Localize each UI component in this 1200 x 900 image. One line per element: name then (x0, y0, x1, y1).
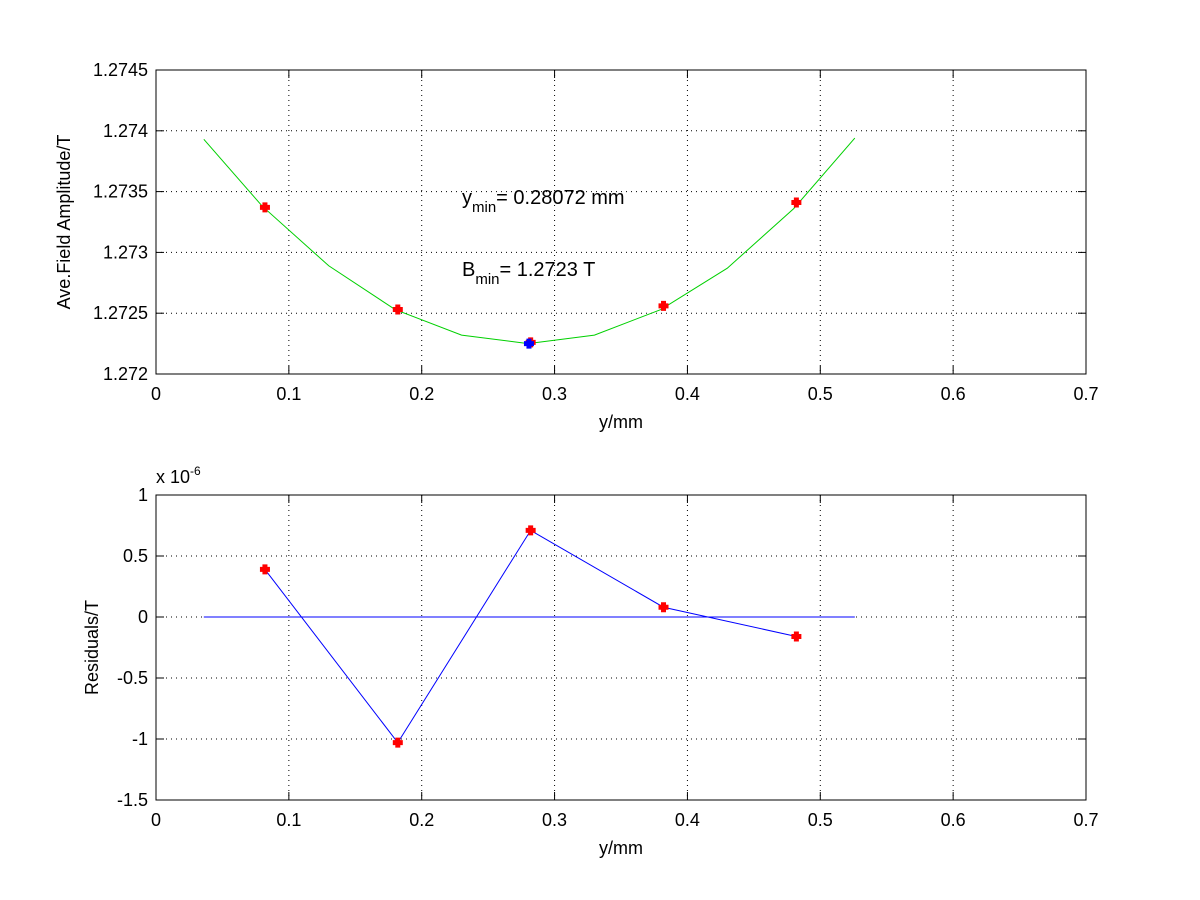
data-point (791, 631, 802, 642)
data-point (523, 338, 534, 349)
y-tick-label: 1.2725 (93, 303, 148, 323)
y-tick-label: 0.5 (123, 546, 148, 566)
annotation-sub: min (475, 271, 499, 288)
y-tick-label: -0.5 (117, 668, 148, 688)
x-tick-label: 0.4 (675, 384, 700, 404)
annotation-text: = 0.28072 mm (496, 187, 624, 209)
data-point (259, 202, 270, 213)
x-tick-label: 0.6 (941, 810, 966, 830)
x-tick-label: 0.2 (409, 384, 434, 404)
exponent-base: x 10 (156, 467, 190, 487)
annotation: Bmin= 1.2723 T (462, 259, 595, 288)
x-tick-label: 0.4 (675, 810, 700, 830)
axes-frame (155, 494, 1087, 801)
annotation-base: B (462, 259, 475, 281)
x-tick-label: 0.1 (276, 384, 301, 404)
axes-frame (155, 69, 1087, 375)
x-tick-label: 0 (151, 810, 161, 830)
data-point (658, 300, 669, 311)
y-axis-label: Ave.Field Amplitude/T (54, 135, 74, 310)
y-tick-label: 1.273 (103, 242, 148, 262)
y-axis-label: Residuals/T (82, 600, 102, 695)
y-tick-label: 1.272 (103, 364, 148, 384)
y-tick-label: 0 (138, 607, 148, 627)
data-point (791, 197, 802, 208)
data-point (392, 304, 403, 315)
x-tick-label: 0.6 (941, 384, 966, 404)
x-tick-label: 0.5 (808, 384, 833, 404)
data-point (392, 737, 403, 748)
x-axis-label: y/mm (599, 412, 643, 432)
x-tick-label: 0.7 (1073, 384, 1098, 404)
axes-background (156, 495, 1086, 800)
annotation-sub: min (472, 199, 496, 216)
x-axis-label: y/mm (599, 838, 643, 858)
x-tick-label: 0.5 (808, 810, 833, 830)
x-tick-label: 0.1 (276, 810, 301, 830)
x-tick-label: 0.2 (409, 810, 434, 830)
y-tick-label: -1.5 (117, 790, 148, 810)
annotation-base: y (462, 187, 472, 209)
y-tick-label: -1 (132, 729, 148, 749)
y-tick-label: 1.274 (103, 121, 148, 141)
x-tick-label: 0.3 (542, 810, 567, 830)
data-point (658, 602, 669, 613)
y-tick-label: 1 (138, 485, 148, 505)
exponent-label: x 10-6 (156, 464, 201, 487)
axes-background (156, 70, 1086, 374)
x-tick-label: 0 (151, 384, 161, 404)
x-tick-label: 0.7 (1073, 810, 1098, 830)
y-tick-label: 1.2735 (93, 182, 148, 202)
exponent-power: -6 (190, 464, 201, 478)
data-point (525, 525, 536, 536)
data-point (259, 564, 270, 575)
annotation: ymin= 0.28072 mm (462, 187, 625, 216)
y-tick-label: 1.2745 (93, 60, 148, 80)
x-tick-label: 0.3 (542, 384, 567, 404)
annotation-text: = 1.2723 T (500, 259, 596, 281)
